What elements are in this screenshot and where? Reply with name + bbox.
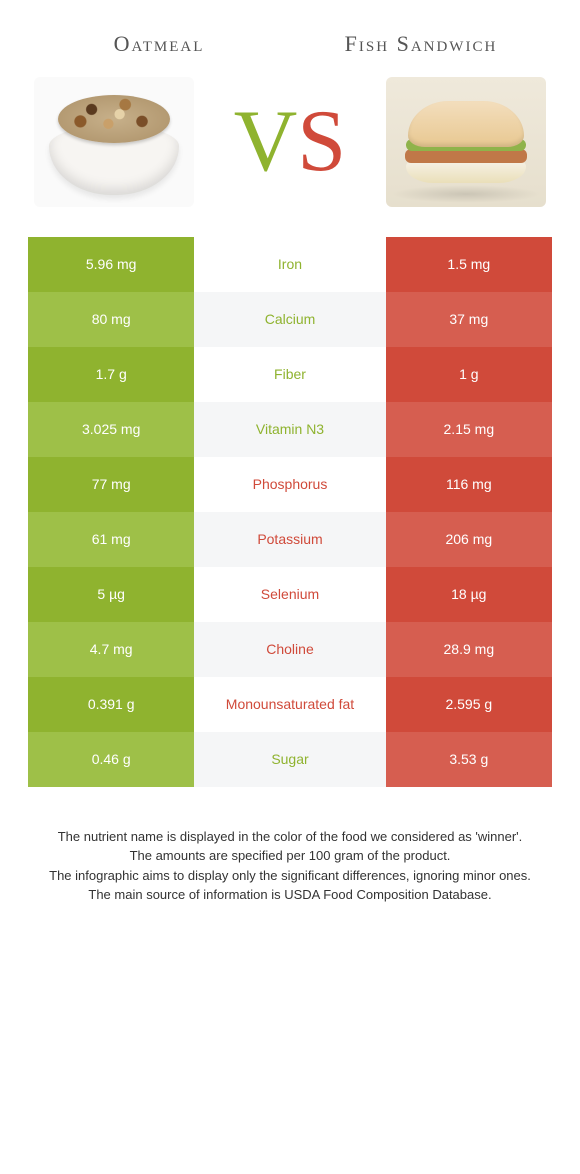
fish-sandwich-image	[386, 77, 546, 207]
right-value: 116 mg	[386, 457, 552, 512]
table-row: 0.391 gMonounsaturated fat2.595 g	[28, 677, 552, 732]
right-value: 18 µg	[386, 567, 552, 622]
table-row: 4.7 mgCholine28.9 mg	[28, 622, 552, 677]
right-value: 2.15 mg	[386, 402, 552, 457]
vs-label: VS	[234, 98, 347, 186]
left-value: 0.46 g	[28, 732, 194, 787]
left-value: 0.391 g	[28, 677, 194, 732]
nutrient-table: 5.96 mgIron1.5 mg80 mgCalcium37 mg1.7 gF…	[28, 237, 552, 787]
table-row: 77 mgPhosphorus116 mg	[28, 457, 552, 512]
footer-notes: The nutrient name is displayed in the co…	[28, 827, 552, 905]
left-value: 3.025 mg	[28, 402, 194, 457]
footer-line-1: The nutrient name is displayed in the co…	[34, 827, 546, 847]
left-value: 77 mg	[28, 457, 194, 512]
table-row: 1.7 gFiber1 g	[28, 347, 552, 402]
nutrient-name: Vitamin N3	[194, 402, 385, 457]
bun-top	[408, 101, 524, 147]
right-value: 3.53 g	[386, 732, 552, 787]
right-value: 1 g	[386, 347, 552, 402]
footer-line-2: The amounts are specified per 100 gram o…	[34, 846, 546, 866]
nutrient-name: Sugar	[194, 732, 385, 787]
nutrient-name: Monounsaturated fat	[194, 677, 385, 732]
table-row: 61 mgPotassium206 mg	[28, 512, 552, 567]
right-value: 37 mg	[386, 292, 552, 347]
left-value: 5 µg	[28, 567, 194, 622]
sandwich-shape	[401, 97, 531, 187]
right-value: 2.595 g	[386, 677, 552, 732]
nutrient-name: Fiber	[194, 347, 385, 402]
right-value: 28.9 mg	[386, 622, 552, 677]
plate-shadow	[391, 185, 541, 203]
right-value: 1.5 mg	[386, 237, 552, 292]
footer-line-3: The infographic aims to display only the…	[34, 866, 546, 886]
left-food-title: Oatmeal	[28, 30, 290, 59]
images-row: VS	[28, 77, 552, 207]
table-row: 5 µgSelenium18 µg	[28, 567, 552, 622]
nutrient-name: Calcium	[194, 292, 385, 347]
right-food-title: Fish Sandwich	[290, 30, 552, 59]
table-row: 80 mgCalcium37 mg	[28, 292, 552, 347]
titles-row: Oatmeal Fish Sandwich	[28, 30, 552, 59]
nutrient-name: Phosphorus	[194, 457, 385, 512]
left-value: 4.7 mg	[28, 622, 194, 677]
oats-shape	[58, 95, 170, 143]
left-value: 1.7 g	[28, 347, 194, 402]
left-value: 5.96 mg	[28, 237, 194, 292]
table-row: 5.96 mgIron1.5 mg	[28, 237, 552, 292]
nutrient-name: Iron	[194, 237, 385, 292]
table-row: 0.46 gSugar3.53 g	[28, 732, 552, 787]
nutrient-name: Selenium	[194, 567, 385, 622]
fish-layer	[405, 149, 527, 163]
footer-line-4: The main source of information is USDA F…	[34, 885, 546, 905]
left-value: 80 mg	[28, 292, 194, 347]
left-value: 61 mg	[28, 512, 194, 567]
infographic-container: Oatmeal Fish Sandwich VS 5.96 mgIron1.5 …	[0, 0, 580, 925]
bun-bottom	[406, 161, 526, 183]
vs-v: V	[234, 93, 298, 190]
table-row: 3.025 mgVitamin N32.15 mg	[28, 402, 552, 457]
vs-s: S	[297, 93, 346, 190]
right-value: 206 mg	[386, 512, 552, 567]
nutrient-name: Choline	[194, 622, 385, 677]
nutrient-name: Potassium	[194, 512, 385, 567]
oatmeal-image	[34, 77, 194, 207]
